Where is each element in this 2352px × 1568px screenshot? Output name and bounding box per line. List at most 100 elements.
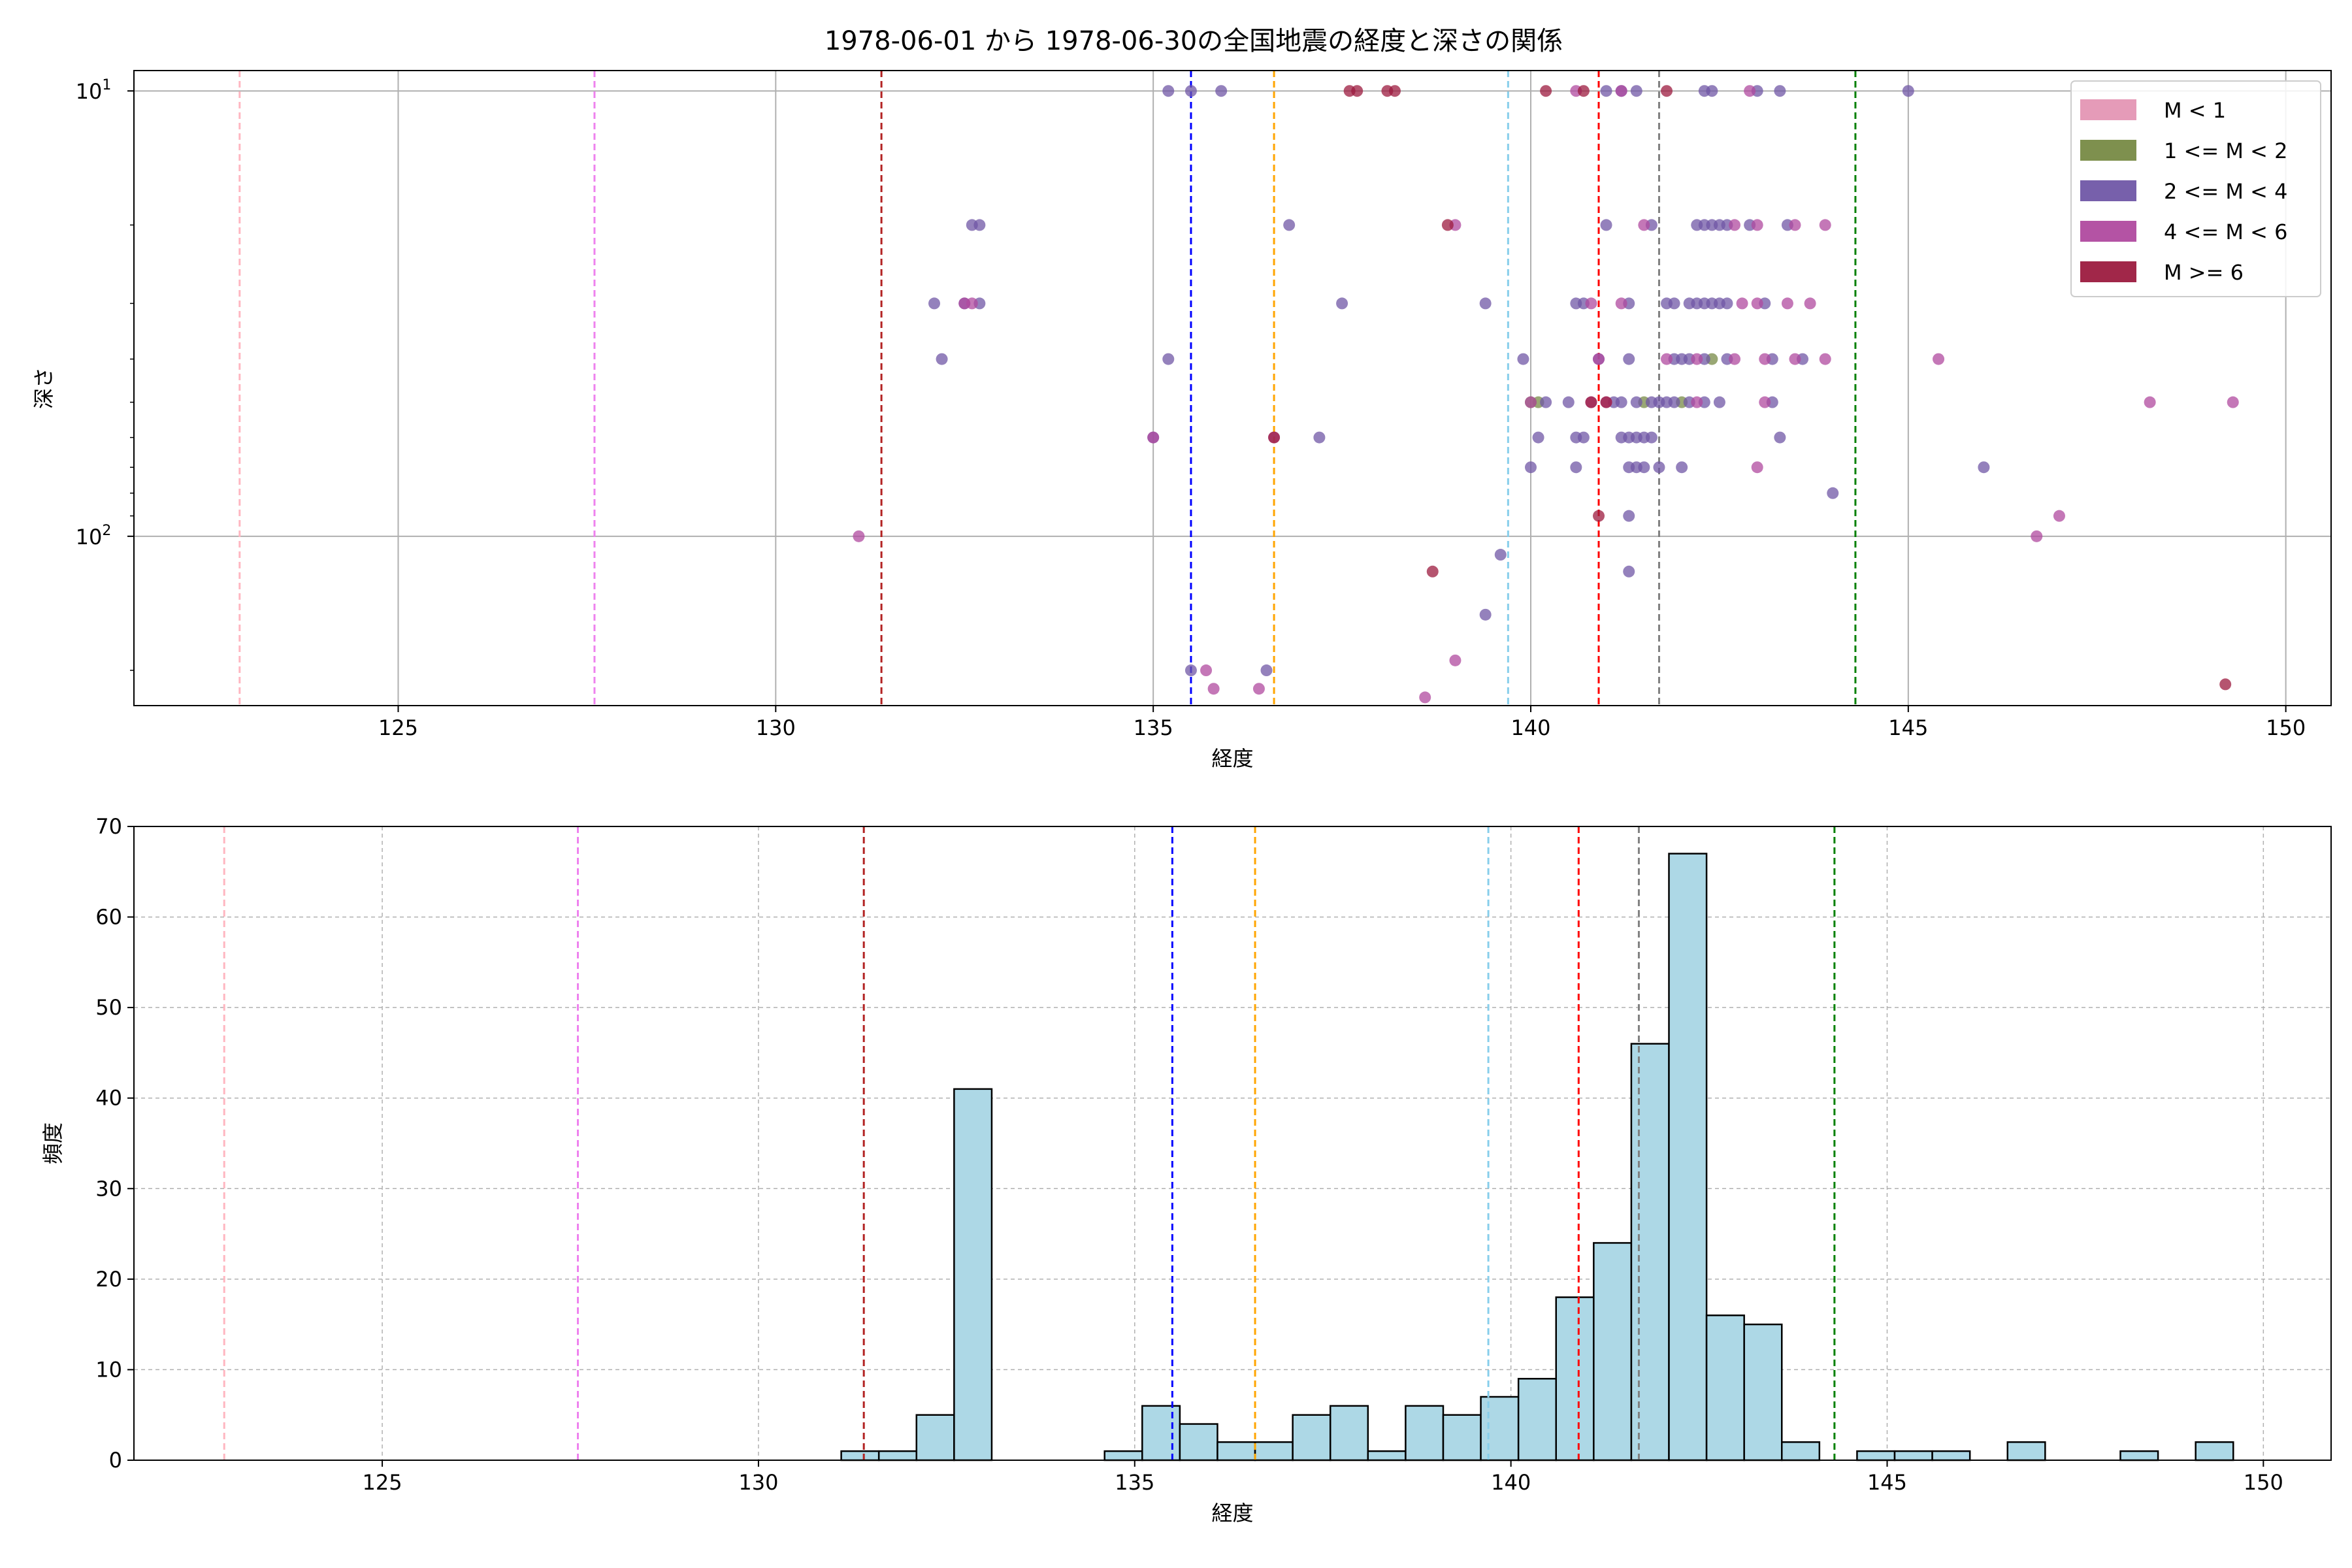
scatter-point [1260, 664, 1273, 677]
scatter-point [1441, 219, 1454, 231]
scatter-point [1585, 396, 1597, 408]
scatter-point [1623, 510, 1635, 522]
scatter-point [2031, 530, 2043, 542]
scatter-point [1147, 431, 1160, 444]
histogram-bar [1555, 1296, 1595, 1462]
legend-box [2070, 80, 2321, 297]
scatter-point [1933, 353, 1945, 365]
scatter-point [1479, 297, 1492, 310]
histogram-bar [1179, 1423, 1218, 1462]
scatter-point [1200, 664, 1213, 677]
histogram-plot: 125 130 135 140 145 150 0 10 20 30 40 50 60 70 経度 頻度 [41, 814, 2332, 1526]
scatter-point [1729, 219, 1741, 231]
scatter-point [1691, 353, 1703, 365]
scatter-point [936, 353, 948, 365]
scatter-point [1630, 396, 1642, 408]
histogram-bar [1630, 1043, 1670, 1462]
scatter-point [1615, 85, 1627, 97]
histogram-bar [1931, 1450, 1971, 1462]
histogram-bar [1217, 1441, 1256, 1462]
scatter-point [1540, 396, 1552, 408]
scatter-point [1645, 431, 1658, 444]
histogram-bar [1141, 1405, 1181, 1462]
scatter-point [2144, 396, 2156, 408]
scatter-point [1668, 396, 1680, 408]
scatter-point [1577, 85, 1590, 97]
scatter-point [1449, 654, 1462, 666]
histogram-bar [915, 1414, 955, 1462]
scatter-point [1388, 85, 1401, 97]
scatter-point [1600, 396, 1612, 408]
scatter-point [1479, 608, 1492, 621]
scatter-point [1789, 219, 1801, 231]
scatter-point [1638, 219, 1650, 231]
scatter-point [1494, 549, 1507, 561]
scatter-point [1600, 85, 1612, 97]
histogram-bar [953, 1088, 993, 1462]
scatter-point [1419, 691, 1431, 704]
scatter-point [1774, 431, 1786, 444]
scatter-points [853, 85, 2239, 704]
scatter-point [1819, 219, 1831, 231]
histogram-y-tick-label: 20 [95, 1267, 122, 1292]
histogram-bar [1480, 1396, 1520, 1462]
figure-title: 1978-06-01 から 1978-06-30の全国地震の経度と深さの関係 [825, 26, 1563, 56]
histogram-bar [1405, 1405, 1445, 1462]
scatter-point [1524, 396, 1537, 408]
scatter-point [928, 297, 941, 310]
legend-swatch [2080, 99, 2136, 120]
scatter-point [1600, 219, 1612, 231]
scatter-point [1751, 219, 1763, 231]
histogram-bar [2195, 1441, 2234, 1462]
scatter-point [1313, 431, 1326, 444]
histogram-bar [2006, 1441, 2046, 1462]
scatter-point [1827, 487, 1839, 499]
histogram-y-tick-label: 40 [95, 1086, 122, 1111]
scatter-point [1623, 565, 1635, 578]
scatter-point [1653, 461, 1665, 474]
scatter-point [1706, 85, 1718, 97]
histogram-axes-frame [133, 826, 2332, 1461]
legend-label: M < 1 [2164, 98, 2226, 123]
histogram-x-axis-label: 経度 [1211, 1501, 1253, 1526]
scatter-point [1577, 431, 1590, 444]
scatter-y-tick-label: 101 [76, 77, 112, 104]
scatter-x-tick-label: 140 [1511, 715, 1550, 740]
legend-label: 2 <= M < 4 [2164, 179, 2287, 204]
histogram-bar [1103, 1450, 1143, 1462]
scatter-point [1426, 565, 1439, 578]
histogram-y-tick-label: 10 [95, 1357, 122, 1382]
histogram-bar [1856, 1450, 1896, 1462]
histogram-y-axis-label: 頻度 [41, 1122, 65, 1164]
legend-label: M >= 6 [2164, 260, 2244, 285]
scatter-y-tick-base: 10 [76, 525, 103, 549]
histogram-bar [1781, 1441, 1821, 1462]
scatter-point [1252, 683, 1265, 695]
scatter-point [1524, 461, 1537, 474]
histogram-bar [2119, 1450, 2159, 1462]
scatter-x-tick-label: 130 [756, 715, 796, 740]
scatter-x-tick-label: 145 [1888, 715, 1928, 740]
scatter-point [1744, 85, 1756, 97]
legend: M < 1 1 <= M < 2 2 <= M < 4 4 <= M < 6 M >= … [2070, 80, 2321, 297]
scatter-point [1630, 85, 1642, 97]
histogram-bar [1593, 1242, 1633, 1462]
scatter-point [1623, 353, 1635, 365]
scatter-y-tick-exponent: 1 [102, 77, 111, 93]
scatter-point [1902, 85, 1914, 97]
scatter-point [966, 297, 978, 310]
scatter-y-axis-label: 深さ [31, 367, 56, 409]
legend-swatch [2080, 221, 2136, 242]
histogram-bar [1254, 1441, 1294, 1462]
legend-swatch [2080, 140, 2136, 161]
histogram-x-tick-label: 125 [363, 1470, 402, 1495]
histogram-bar [877, 1450, 918, 1462]
scatter-point [1789, 353, 1801, 365]
scatter-point [2053, 510, 2065, 522]
scatter-point [1615, 297, 1627, 310]
scatter-point [853, 530, 865, 542]
histogram-bars [840, 853, 2234, 1462]
scatter-point [1585, 297, 1597, 310]
scatter-x-axis-label: 経度 [1211, 746, 1253, 771]
